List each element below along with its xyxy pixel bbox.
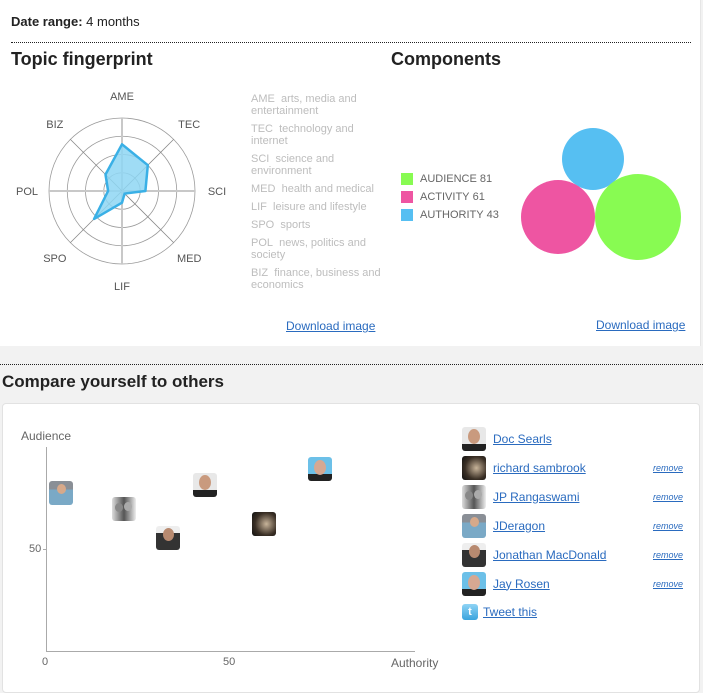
remove-link[interactable]: remove [652,520,683,531]
components-legend: AUDIENCE 81 ACTIVITY 61 AUTHORITY 43 [401,170,499,224]
person-link[interactable]: JDeragon [493,518,546,533]
person-link[interactable]: Jonathan MacDonald [493,547,607,562]
authority-bubble [562,128,624,190]
svg-text:BIZ: BIZ [46,119,63,131]
comparison-item: Jonathan MacDonald remove [462,540,687,569]
avatar [462,542,486,567]
comparison-item: Doc Searls [462,424,687,453]
y-tick-50: 50 [29,543,42,555]
activity-swatch [401,191,413,203]
remove-link[interactable]: remove [652,462,683,473]
remove-link[interactable]: remove [652,491,683,502]
avatar [462,513,486,538]
avatar [462,571,486,596]
comparison-item: Jay Rosen remove [462,569,687,598]
scatter-avatar-jp-rangaswami[interactable] [112,497,136,521]
svg-text:TEC: TEC [178,119,200,131]
components-bubble-chart [521,128,681,260]
person-link[interactable]: Jay Rosen [493,576,550,591]
y-axis-label: Audience [21,429,72,443]
avatar [462,484,486,509]
svg-text:MED: MED [177,253,202,265]
compare-panel [2,403,700,693]
person-link[interactable]: JP Rangaswami [493,489,580,504]
topic-legend-item: POL news, politics and society [251,237,366,261]
x-tick-50: 50 [223,656,236,668]
comparison-item: richard sambrook remove [462,453,687,482]
comparison-item: JP Rangaswami remove [462,482,687,511]
legend-activity: ACTIVITY 61 [401,188,499,206]
tweet-row: t Tweet this [462,604,687,620]
components-title: Components [391,49,501,69]
x-axis-label: Authority [391,656,439,670]
x-tick-0: 0 [42,656,49,668]
audience-bubble [595,174,681,260]
topic-legend-item: SPO sports [251,219,311,231]
authority-swatch [401,209,413,221]
topic-legend-item: MED health and medical [251,183,374,195]
divider [0,364,703,365]
topic-legend-item: SCI science and environment [251,153,335,177]
person-link[interactable]: richard sambrook [493,460,586,475]
date-range: Date range: 4 months [11,14,140,29]
legend-authority: AUTHORITY 43 [401,206,499,224]
scatter-avatar-jay-rosen[interactable] [308,457,332,481]
summary-panel: Date range: 4 months Topic fingerprint A… [0,0,701,346]
compare-title: Compare yourself to others [2,372,224,391]
topic-fingerprint-title: Topic fingerprint [11,49,153,69]
date-range-value: 4 months [86,14,140,29]
audience-swatch [401,173,413,185]
topic-legend-item: AME arts, media and entertainment [251,93,357,117]
scatter-avatar-richard-sambrook[interactable] [252,512,276,536]
activity-bubble [521,180,595,254]
topic-legend-item: BIZ finance, business and economics [251,267,381,291]
svg-text:SCI: SCI [208,186,226,198]
svg-text:LIF: LIF [114,281,130,293]
svg-text:AME: AME [110,91,134,103]
person-link[interactable]: Doc Searls [493,431,552,446]
scatter-avatar-jonathan-macdonald[interactable] [156,526,180,550]
remove-link[interactable]: remove [652,549,683,560]
topic-legend: AME arts, media and entertainment TEC te… [251,93,386,297]
date-range-label: Date range: [11,14,83,29]
divider [11,42,691,43]
scatter-avatar-jderagon[interactable] [49,481,73,505]
comparison-list: Doc Searls richard sambrook remove JP Ra… [462,424,687,620]
avatar [462,455,486,480]
download-fingerprint-link[interactable]: Download image [286,319,376,333]
legend-audience: AUDIENCE 81 [401,170,499,188]
remove-link[interactable]: remove [652,578,683,589]
scatter-avatar-doc-searls[interactable] [193,473,217,497]
svg-text:SPO: SPO [43,253,67,265]
topic-radar-chart: AME TEC SCI MED LIF SPO POL BIZ [16,91,226,293]
comparison-item: JDeragon remove [462,511,687,540]
topic-legend-item: LIF leisure and lifestyle [251,201,367,213]
avatar [462,426,486,451]
topic-legend-item: TEC technology and internet [251,123,354,147]
download-components-link[interactable]: Download image [596,318,686,332]
tweet-link[interactable]: Tweet this [483,605,538,619]
twitter-icon[interactable]: t [462,604,478,620]
svg-text:POL: POL [16,186,38,198]
